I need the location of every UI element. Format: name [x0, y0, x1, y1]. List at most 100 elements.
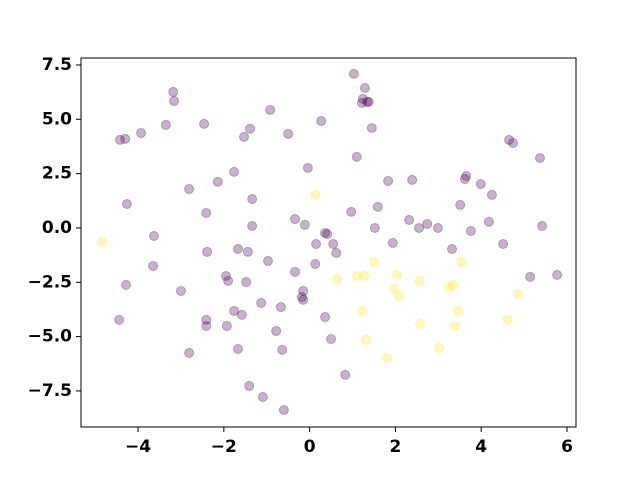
point [201, 314, 212, 325]
point [356, 305, 367, 316]
point [356, 97, 367, 108]
x-tick-label: 0 [304, 437, 316, 457]
point [372, 201, 383, 212]
point [432, 222, 443, 233]
point [434, 342, 445, 353]
y-tick-label: −7.5 [28, 381, 72, 401]
point [444, 282, 455, 293]
point [404, 214, 415, 225]
point [340, 369, 351, 380]
point [290, 214, 301, 225]
point [461, 171, 472, 182]
point [320, 312, 331, 323]
point [357, 93, 368, 104]
point [290, 266, 301, 277]
point [552, 269, 563, 280]
y-tick-label: 2.5 [42, 164, 72, 184]
point [366, 122, 377, 133]
point [257, 392, 268, 403]
x-tick-label: −4 [125, 437, 151, 457]
point [247, 194, 258, 205]
point [275, 302, 286, 313]
point [114, 314, 125, 325]
point [120, 133, 131, 144]
point [201, 207, 212, 218]
point [368, 256, 379, 267]
point [447, 279, 458, 290]
point [320, 227, 331, 238]
y-tick-label: 5.0 [42, 109, 72, 129]
point [136, 127, 147, 138]
point [316, 116, 327, 127]
point [504, 134, 515, 145]
point [447, 244, 458, 255]
point [232, 343, 243, 354]
point [97, 236, 108, 247]
x-tick-label: 6 [561, 437, 573, 457]
point [486, 189, 497, 200]
point [363, 96, 374, 107]
point [229, 305, 240, 316]
y-tick-label: 0.0 [42, 218, 72, 238]
point [302, 162, 313, 173]
x-tick-label: −2 [211, 437, 237, 457]
point [392, 269, 403, 280]
x-tick-label: 2 [389, 437, 401, 457]
point [121, 279, 132, 290]
point [359, 270, 370, 281]
x-tick-label: 4 [475, 437, 487, 457]
point [169, 96, 180, 107]
point [148, 260, 159, 271]
point [414, 222, 425, 233]
point [348, 68, 359, 79]
point [245, 123, 256, 134]
point [331, 247, 342, 258]
point [369, 222, 380, 233]
plot-frame [80, 57, 577, 428]
point [359, 82, 370, 93]
point [534, 152, 545, 163]
point [310, 189, 321, 200]
point [148, 230, 159, 241]
point [299, 219, 310, 230]
point [298, 294, 309, 305]
point [115, 134, 126, 145]
point [459, 174, 470, 185]
point [168, 86, 179, 97]
y-tick-label: −2.5 [28, 272, 72, 292]
point [263, 255, 274, 266]
point [422, 219, 433, 230]
point [121, 199, 132, 210]
point [455, 199, 466, 210]
point [362, 96, 373, 107]
point [507, 137, 518, 148]
point [346, 206, 357, 217]
point [310, 259, 321, 270]
point [212, 176, 223, 187]
point [311, 239, 322, 250]
point [351, 151, 362, 162]
point [498, 239, 509, 250]
point [256, 297, 267, 308]
point [465, 225, 476, 236]
y-tick-label: 7.5 [42, 55, 72, 75]
point [393, 290, 404, 301]
point [328, 239, 339, 250]
point [244, 380, 255, 391]
point [407, 174, 418, 185]
point [475, 179, 486, 190]
point [322, 229, 333, 240]
point [220, 270, 231, 281]
point [238, 131, 249, 142]
point [453, 305, 464, 316]
point [387, 237, 398, 248]
point [184, 347, 195, 358]
point [414, 275, 425, 286]
point [351, 270, 362, 281]
point [383, 176, 394, 186]
point [326, 333, 337, 344]
point [241, 277, 252, 288]
point [229, 166, 240, 177]
point [298, 285, 309, 296]
point [223, 275, 234, 286]
